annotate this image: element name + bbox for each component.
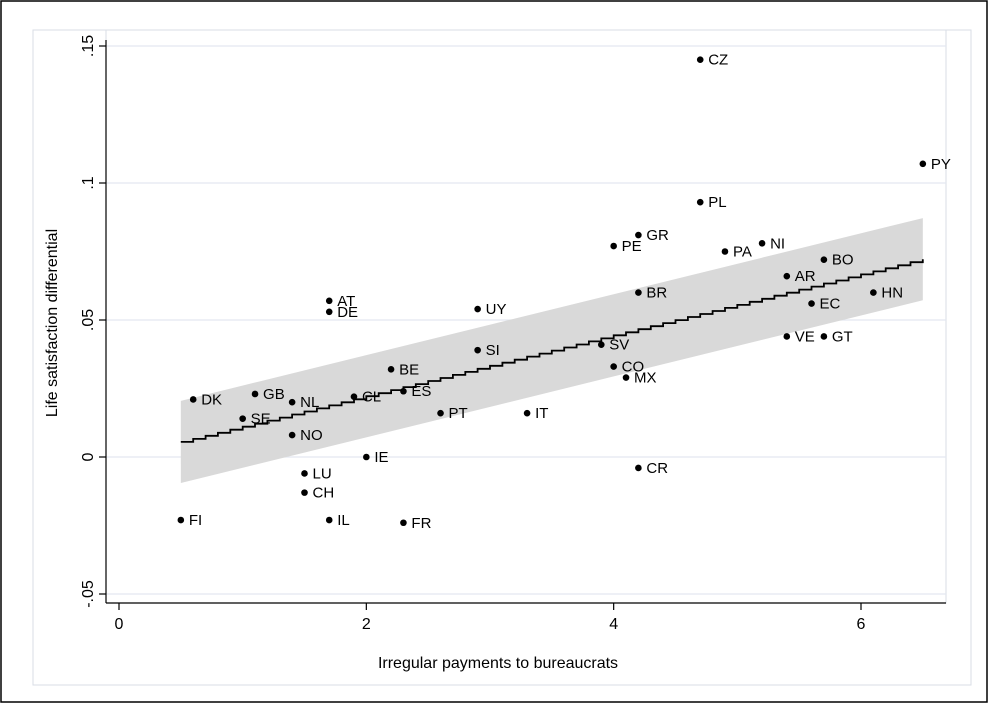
data-point: [696, 56, 704, 63]
point-label: DE: [337, 304, 358, 321]
point-label: LU: [313, 465, 332, 482]
data-point: [820, 256, 828, 264]
data-point: [610, 242, 617, 250]
data-point: [387, 366, 395, 373]
y-tick-label: -.05: [80, 580, 97, 608]
point-label: NO: [300, 427, 323, 444]
point-label: PE: [622, 238, 642, 255]
data-point: [870, 289, 877, 296]
point-label: CR: [646, 460, 668, 477]
x-tick-label: 6: [857, 616, 866, 633]
data-point: [251, 390, 259, 398]
data-point: [598, 341, 605, 348]
data-point: [919, 160, 927, 168]
data-point: [474, 305, 481, 313]
data-point: [635, 289, 642, 296]
point-label: IE: [374, 449, 388, 466]
point-label: IT: [535, 405, 548, 422]
point-label: EC: [820, 296, 841, 313]
data-point: [325, 308, 333, 316]
data-point: [635, 464, 642, 472]
data-point: [721, 248, 729, 255]
point-label: HN: [881, 285, 903, 302]
point-label: CL: [362, 389, 381, 406]
data-point: [288, 398, 296, 406]
point-label: CZ: [708, 52, 728, 69]
y-axis-title: Life satisfaction differential: [44, 229, 61, 417]
point-label: GB: [263, 386, 285, 403]
point-label: PT: [449, 405, 468, 422]
data-point: [808, 300, 815, 307]
y-tick-label: .1: [80, 176, 97, 189]
data-point: [783, 333, 791, 340]
data-point: [635, 231, 642, 239]
data-point: [783, 272, 791, 280]
data-point: [400, 387, 407, 395]
point-label: DK: [201, 391, 222, 408]
data-point: [437, 409, 444, 417]
axes: -.05 0 .05 .1 .15 0 2 4 6: [80, 35, 946, 633]
data-point: [474, 346, 481, 354]
y-tick-label: .05: [80, 309, 97, 331]
point-label: CO: [622, 359, 645, 376]
data-point: [288, 431, 296, 439]
point-label: AR: [795, 268, 816, 285]
data-point: [523, 409, 531, 417]
x-tick-label: 4: [609, 616, 618, 633]
point-label: AT: [337, 293, 355, 310]
point-label: IL: [337, 512, 350, 529]
point-label: FR: [411, 515, 431, 532]
point-label: ES: [411, 383, 431, 400]
point-label: NI: [770, 235, 785, 252]
data-point: [189, 396, 197, 403]
point-label: GT: [832, 328, 853, 345]
data-point: [177, 516, 185, 524]
data-point: [758, 239, 766, 247]
fit-line: [180, 259, 924, 443]
data-point: [325, 516, 333, 524]
data-point: [610, 363, 617, 370]
point-label: BR: [646, 285, 667, 302]
y-tick-label: .15: [80, 35, 97, 57]
point-label: SE: [251, 411, 271, 428]
data-point: [239, 415, 246, 422]
point-label: SV: [609, 337, 629, 354]
point-label: UY: [486, 301, 507, 318]
point-label: SI: [486, 342, 500, 359]
point-label: NL: [300, 394, 319, 411]
x-tick-label: 0: [115, 616, 124, 633]
point-label: PL: [708, 194, 726, 211]
data-point: [301, 470, 308, 477]
data-point: [325, 297, 333, 305]
data-point: [363, 453, 370, 461]
point-label: CH: [313, 485, 335, 502]
data-point: [696, 198, 704, 206]
point-label: GR: [646, 227, 669, 244]
x-tick-label: 2: [362, 616, 371, 633]
data-point: [820, 333, 828, 340]
fit-line-path: [180, 259, 924, 443]
point-label: BO: [832, 252, 854, 269]
point-label: FI: [189, 512, 202, 529]
data-point: [400, 519, 407, 527]
y-tick-label: 0: [80, 452, 97, 461]
data-point: [622, 374, 630, 381]
point-label: MX: [634, 370, 657, 387]
point-label: VE: [795, 328, 815, 345]
data-point: [301, 489, 308, 496]
data-point: [350, 393, 358, 401]
point-label: PY: [931, 156, 951, 173]
point-label: PA: [733, 244, 752, 261]
point-label: BE: [399, 361, 419, 378]
x-axis-title: Irregular payments to bureaucrats: [378, 655, 618, 672]
